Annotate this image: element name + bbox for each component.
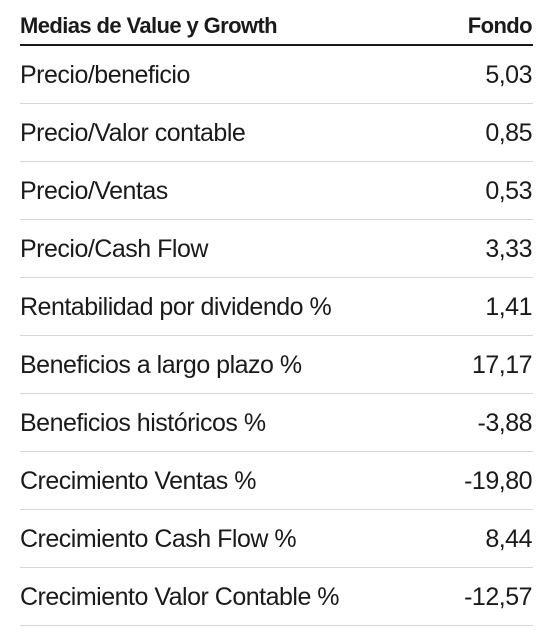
row-fund-value: 5,03: [485, 61, 532, 89]
row-metric-label: Beneficios a largo plazo %: [20, 351, 302, 379]
row-fund-value: 0,53: [485, 177, 532, 205]
row-metric-label: Precio/Valor contable: [20, 119, 246, 147]
row-fund-value: 0,85: [485, 119, 532, 147]
row-fund-value: 1,41: [485, 293, 532, 321]
table-header: Medias de Value y Growth Fondo: [20, 0, 533, 46]
table-row: Precio/Ventas 0,53: [20, 162, 533, 220]
row-metric-label: Crecimiento Valor Contable %: [20, 583, 340, 611]
row-fund-value: -12,57: [464, 583, 532, 611]
value-growth-table: Medias de Value y Growth Fondo Precio/be…: [20, 0, 533, 626]
table-row: Beneficios a largo plazo % 17,17: [20, 336, 533, 394]
row-fund-value: 8,44: [485, 525, 532, 553]
row-metric-label: Precio/beneficio: [20, 61, 190, 89]
row-metric-label: Crecimiento Cash Flow %: [20, 525, 297, 553]
table-row: Crecimiento Ventas % -19,80: [20, 452, 533, 510]
header-fund-label: Fondo: [467, 13, 533, 38]
row-metric-label: Precio/Cash Flow: [20, 235, 208, 263]
table-row: Precio/beneficio 5,03: [20, 46, 533, 104]
row-metric-label: Beneficios históricos %: [20, 409, 266, 437]
row-fund-value: 17,17: [471, 351, 533, 379]
row-metric-label: Crecimiento Ventas %: [20, 467, 256, 495]
header-metric-label: Medias de Value y Growth: [20, 13, 278, 38]
table-row: Beneficios históricos % -3,88: [20, 394, 533, 452]
table-row: Rentabilidad por dividendo % 1,41: [20, 278, 533, 336]
row-fund-value: -19,80: [464, 467, 532, 495]
table-row: Precio/Cash Flow 3,33: [20, 220, 533, 278]
row-metric-label: Rentabilidad por dividendo %: [20, 293, 332, 321]
table-row: Precio/Valor contable 0,85: [20, 104, 533, 162]
row-metric-label: Precio/Ventas: [20, 177, 168, 205]
row-fund-value: 3,33: [485, 235, 532, 263]
row-fund-value: -3,88: [477, 409, 533, 437]
table-row: Crecimiento Cash Flow % 8,44: [20, 510, 533, 568]
table-row: Crecimiento Valor Contable % -12,57: [20, 568, 533, 626]
